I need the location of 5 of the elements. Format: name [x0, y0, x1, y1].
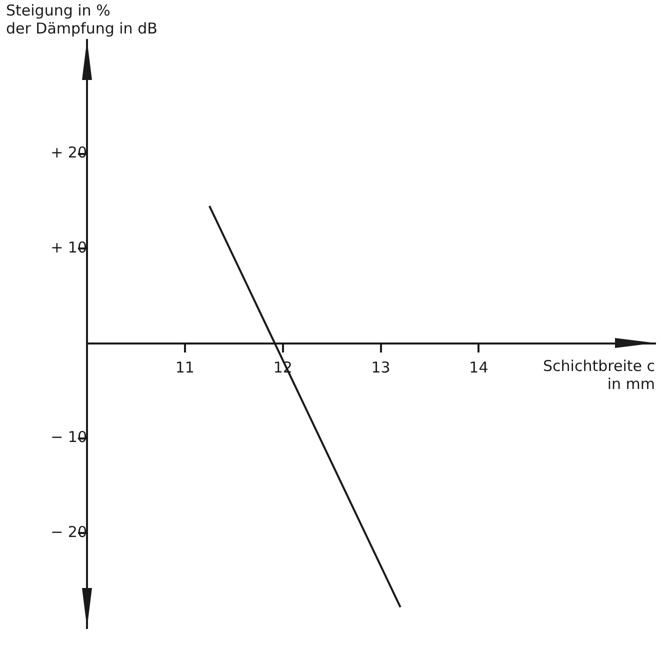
x-tick-label: 14 [469, 358, 488, 376]
x-axis-title: Schichtbreite c in mm [543, 356, 655, 393]
x-tick-label: 13 [371, 358, 390, 376]
y-axis-title: Steigung in % der Dämpfung in dB [6, 1, 158, 38]
x-tick-label: 11 [175, 358, 194, 376]
